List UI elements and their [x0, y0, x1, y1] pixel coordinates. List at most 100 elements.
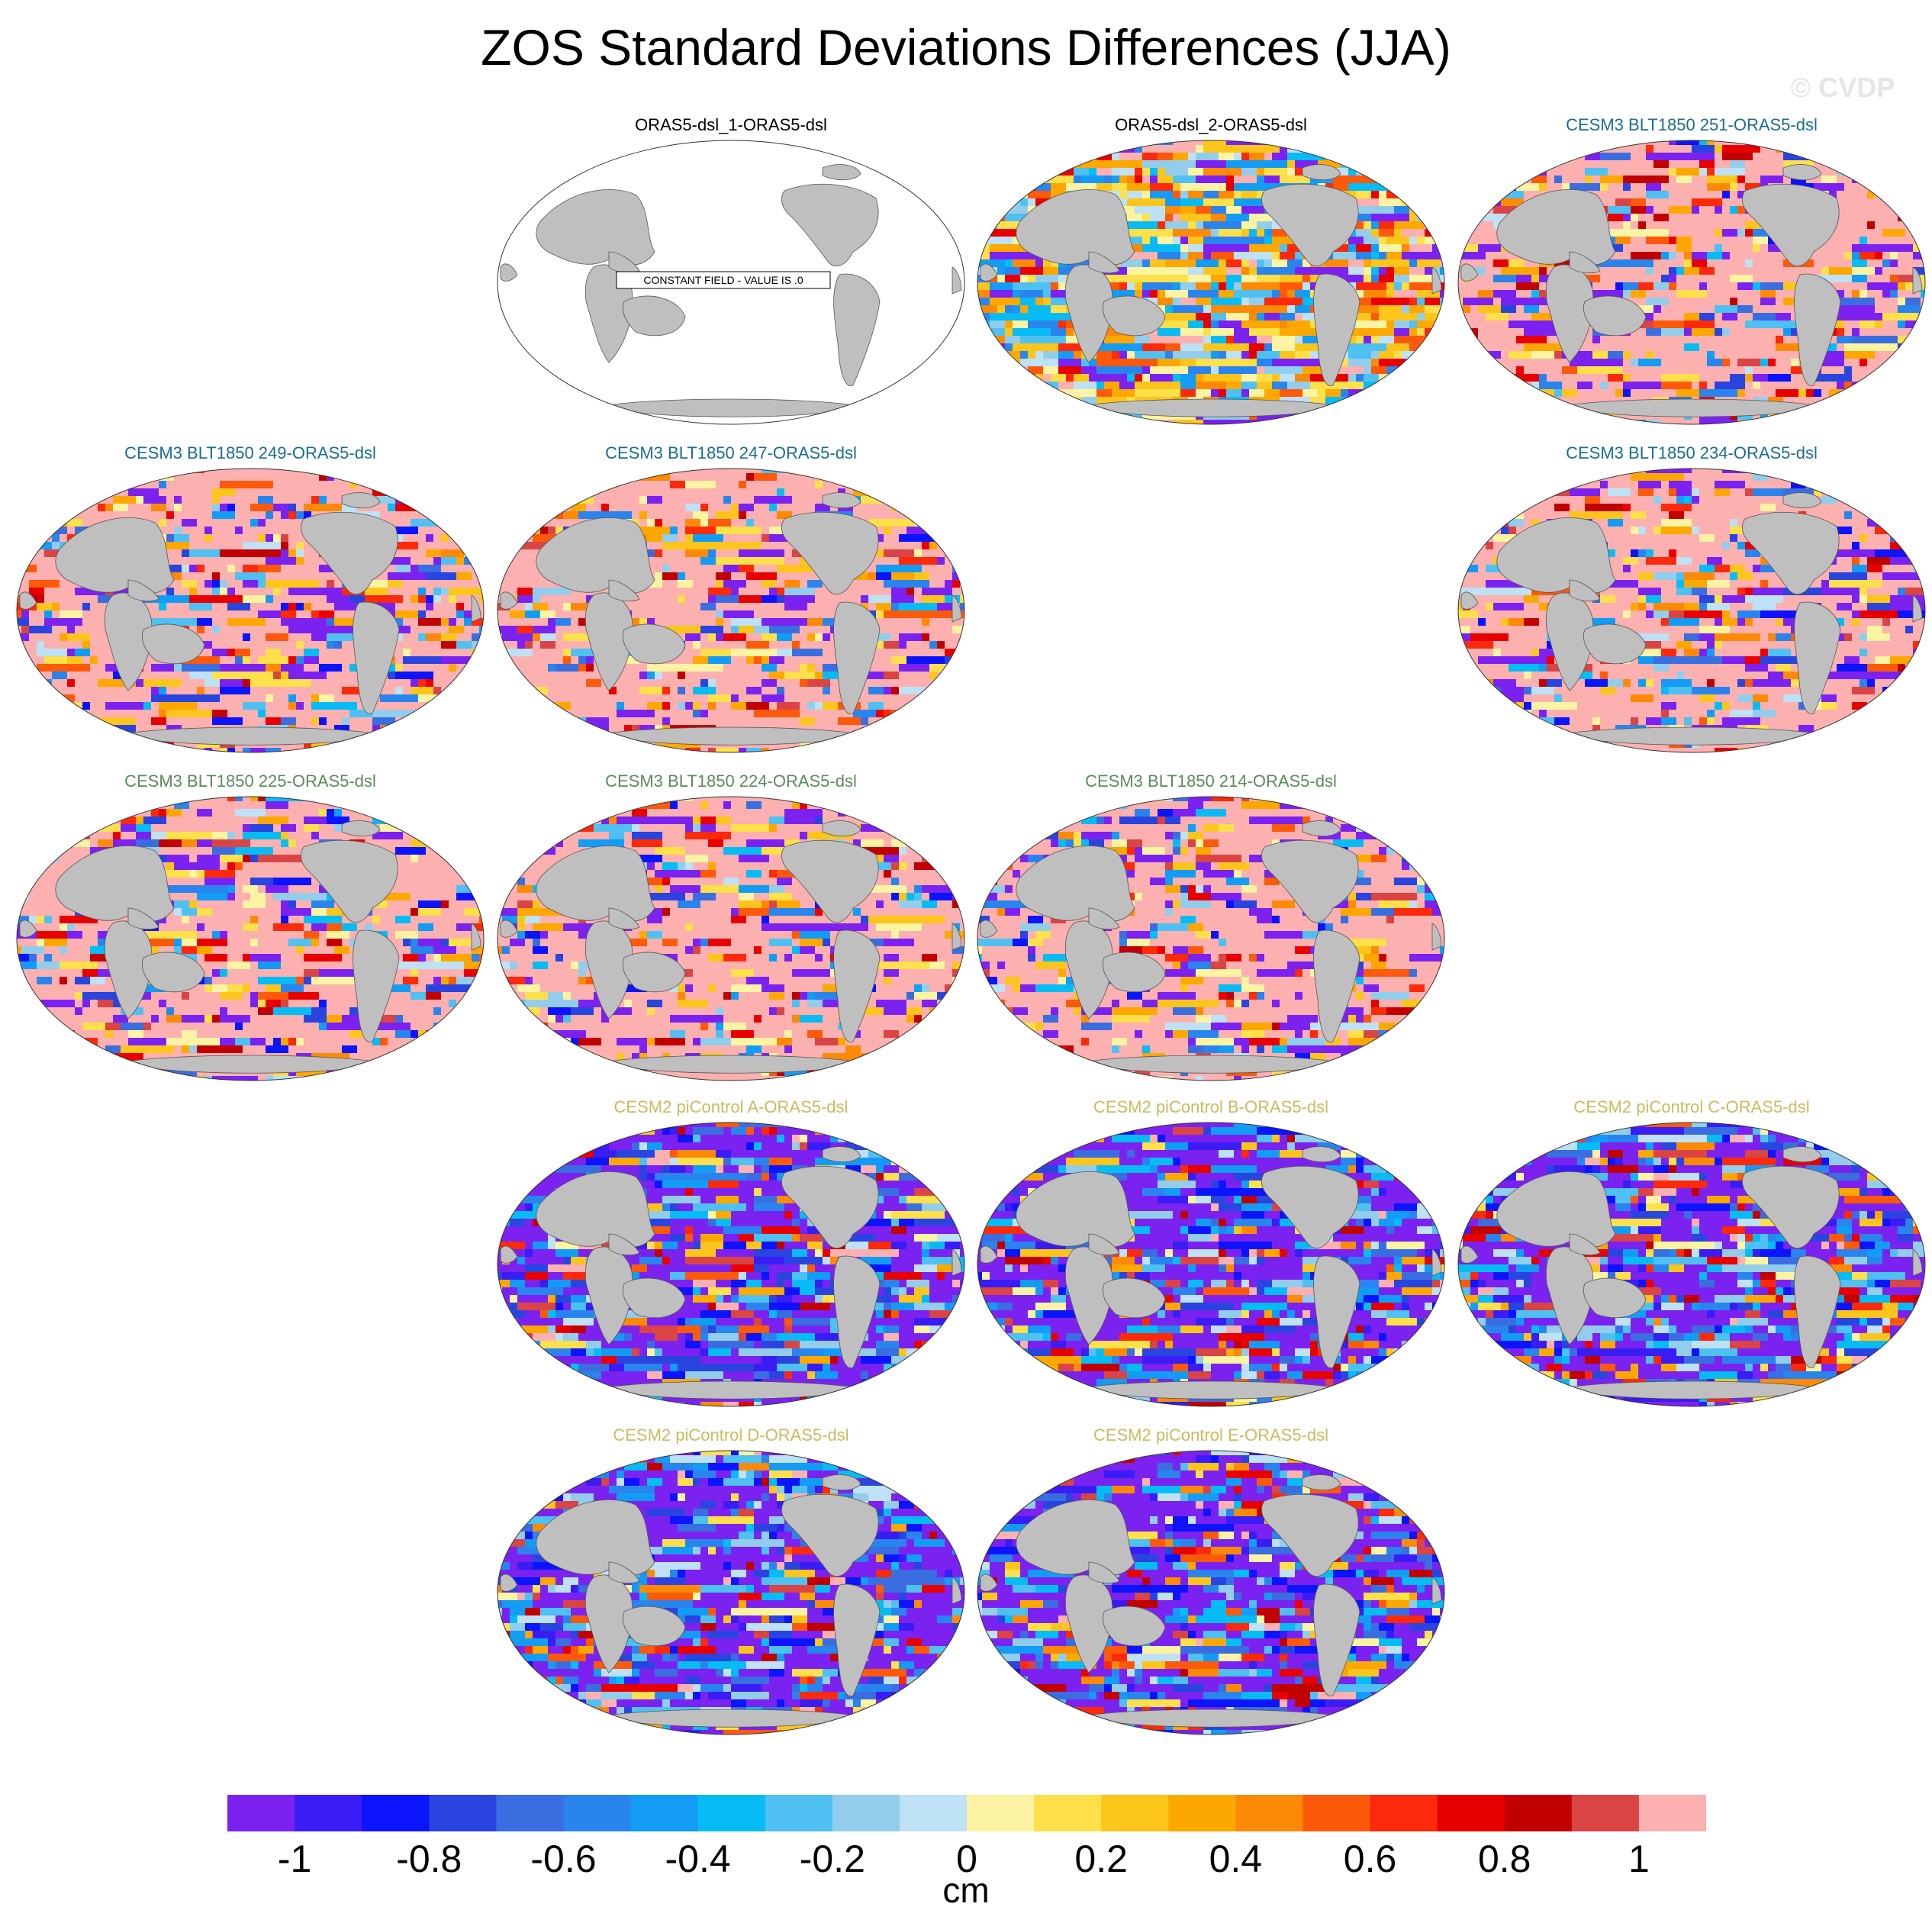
field-cell	[1890, 140, 1921, 145]
field-cell	[1631, 198, 1646, 206]
field-cell	[296, 603, 304, 610]
field-cell	[327, 618, 334, 626]
land-mass	[127, 907, 159, 930]
field-cell	[411, 893, 456, 900]
field-cell	[1684, 633, 1699, 641]
field-cell	[37, 977, 52, 984]
field-cell	[1458, 694, 1478, 702]
field-cell	[952, 542, 964, 549]
field-cell	[1661, 359, 1707, 366]
field-cell	[1516, 382, 1531, 389]
field-cell	[418, 931, 484, 939]
field-cell	[1096, 359, 1158, 366]
field-cell	[1631, 717, 1638, 725]
field-cell	[868, 519, 914, 527]
field-cell	[1890, 153, 1925, 160]
field-cell	[273, 588, 281, 595]
field-cell	[456, 855, 484, 862]
field-cell	[1470, 702, 1501, 710]
field-cell	[1844, 183, 1875, 191]
field-cell	[497, 725, 517, 733]
field-cell	[182, 519, 197, 527]
field-cell	[1249, 298, 1264, 305]
field-cell	[235, 847, 273, 855]
field-cell	[258, 977, 296, 984]
field-cell	[563, 603, 571, 610]
field-cell	[1264, 366, 1302, 374]
field-cell	[647, 549, 655, 557]
field-cell	[243, 984, 250, 992]
field-cell	[1356, 320, 1386, 328]
field-cell	[456, 977, 479, 984]
field-cell	[662, 748, 670, 752]
field-cell	[1638, 580, 1676, 588]
field-cell	[1458, 298, 1463, 305]
field-cell	[1585, 420, 1600, 424]
field-cell	[1570, 717, 1592, 725]
field-cell	[1921, 244, 1925, 252]
field-cell	[52, 847, 90, 855]
field-cell	[1715, 717, 1722, 725]
field-cell	[914, 748, 937, 752]
field-cell	[1440, 214, 1444, 221]
field-cell	[90, 1076, 105, 1081]
field-cell	[1458, 183, 1470, 191]
field-cell	[212, 572, 220, 580]
field-cell	[929, 580, 945, 588]
field-cell	[746, 702, 769, 710]
field-cell	[327, 817, 349, 824]
field-cell	[1592, 282, 1615, 290]
field-cell	[1531, 420, 1539, 424]
field-cell	[1509, 618, 1524, 626]
field-cell	[1661, 328, 1684, 336]
field-cell	[1458, 343, 1463, 351]
field-cell	[1516, 710, 1531, 717]
field-cell	[136, 1076, 159, 1081]
field-cell	[266, 519, 311, 527]
field-cell	[44, 641, 82, 649]
field-cell	[497, 626, 517, 633]
field-cell	[380, 862, 479, 870]
field-cell	[540, 488, 548, 496]
field-cell	[197, 580, 204, 588]
field-cell	[411, 908, 418, 916]
field-cell	[411, 565, 418, 572]
field-cell	[1745, 229, 1753, 237]
field-cell	[899, 534, 937, 542]
field-cell	[1173, 305, 1203, 313]
field-cell	[685, 687, 693, 694]
field-cell	[1127, 397, 1135, 404]
field-cell	[159, 847, 212, 855]
field-cell	[937, 748, 964, 752]
field-cell	[1264, 343, 1272, 351]
field-cell	[1203, 252, 1211, 259]
field-cell	[121, 797, 174, 801]
field-cell	[29, 527, 44, 534]
field-cell	[472, 710, 484, 717]
field-cell	[266, 717, 281, 725]
field-cell	[982, 366, 990, 374]
field-cell	[899, 504, 929, 511]
field-cell	[433, 748, 449, 752]
land-mass	[1794, 273, 1841, 386]
field-cell	[1684, 572, 1715, 580]
field-cell	[1699, 389, 1737, 397]
field-cell	[1020, 382, 1028, 389]
field-cell	[1310, 140, 1325, 145]
field-cell	[1203, 267, 1226, 275]
field-cell	[220, 679, 243, 687]
field-cell	[723, 565, 739, 572]
field-cell	[937, 519, 964, 527]
field-cell	[1058, 320, 1066, 328]
field-cell	[845, 797, 861, 801]
field-cell	[548, 527, 555, 534]
field-cell	[1035, 404, 1051, 412]
field-cell	[1539, 374, 1547, 382]
field-cell	[997, 140, 1013, 145]
field-cell	[1760, 580, 1768, 588]
field-cell	[250, 603, 281, 610]
field-cell	[1860, 534, 1867, 542]
field-cell	[136, 473, 174, 481]
field-cell	[151, 1015, 159, 1023]
field-cell	[281, 916, 288, 923]
